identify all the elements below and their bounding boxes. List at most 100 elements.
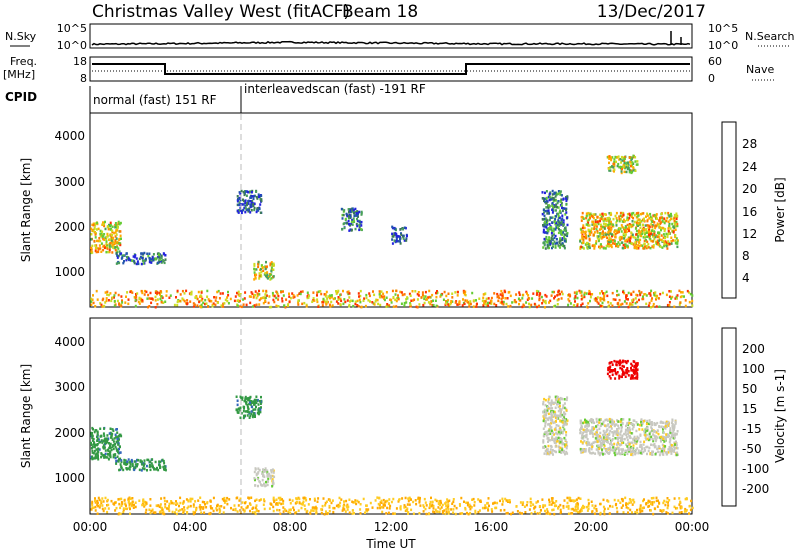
heatmap-cell — [312, 297, 315, 300]
heatmap-cell — [345, 499, 348, 503]
heatmap-cell — [248, 396, 251, 400]
heatmap-cell — [667, 504, 670, 507]
heatmap-cell — [656, 217, 658, 220]
heatmap-cell — [547, 444, 550, 448]
heatmap-cell — [639, 226, 642, 229]
power-ytick-3000: 3000 — [54, 175, 85, 189]
heatmap-cell — [632, 169, 635, 172]
heatmap-cell — [443, 290, 446, 294]
heatmap-cell — [258, 207, 261, 211]
heatmap-cell — [429, 505, 432, 508]
heatmap-cell — [144, 511, 147, 514]
heatmap-cell — [488, 301, 491, 305]
heatmap-cell — [622, 418, 625, 421]
heatmap-cell — [563, 239, 566, 243]
heatmap-cell — [543, 231, 546, 234]
heatmap-cell — [599, 440, 602, 443]
heatmap-cell — [471, 498, 474, 501]
heatmap-cell — [254, 512, 257, 516]
heatmap-cell — [602, 505, 605, 509]
heatmap-cell — [605, 219, 608, 222]
heatmap-cell — [339, 303, 342, 307]
heatmap-cell — [547, 432, 550, 436]
heatmap-cell — [650, 435, 653, 439]
heatmap-cell — [545, 512, 548, 515]
heatmap-cell — [618, 215, 621, 218]
heatmap-cell — [351, 210, 354, 213]
heatmap-cell — [551, 420, 554, 423]
heatmap-cell — [246, 208, 249, 211]
heatmap-cell — [189, 497, 192, 501]
heatmap-cell — [446, 498, 449, 501]
heatmap-cell — [543, 237, 546, 241]
heatmap-cell — [144, 503, 147, 507]
heatmap-cell — [301, 503, 304, 506]
heatmap-cell — [150, 261, 153, 264]
heatmap-cell — [660, 221, 663, 224]
heatmap-cell — [98, 244, 101, 247]
heatmap-cell — [648, 504, 651, 508]
heatmap-cell — [608, 512, 611, 515]
heatmap-cell — [264, 271, 267, 275]
heatmap-cell — [469, 302, 472, 306]
heatmap-cell — [640, 449, 643, 453]
heatmap-cell — [629, 428, 631, 432]
heatmap-cell — [581, 448, 584, 451]
heatmap-cell — [320, 292, 323, 296]
heatmap-cell — [596, 220, 599, 224]
heatmap-cell — [296, 294, 299, 297]
heatmap-cell — [282, 506, 285, 509]
heatmap-cell — [103, 446, 106, 449]
heatmap-cell — [431, 293, 434, 297]
heatmap-cell — [674, 239, 677, 242]
heatmap-cell — [658, 239, 661, 242]
heatmap-cell — [588, 237, 591, 241]
heatmap-cell — [105, 297, 108, 300]
heatmap-cell — [301, 290, 304, 293]
heatmap-cell — [212, 302, 215, 305]
heatmap-cell — [548, 198, 551, 202]
heatmap-cell — [554, 242, 557, 245]
heatmap-cell — [533, 302, 536, 306]
heatmap-cell — [343, 500, 345, 503]
heatmap-cell — [602, 429, 605, 433]
heatmap-cell — [547, 209, 550, 212]
heatmap-cell — [169, 294, 172, 297]
heatmap-cell — [632, 162, 635, 165]
heatmap-cell — [95, 456, 98, 459]
heatmap-cell — [612, 242, 614, 245]
heatmap-cell — [143, 293, 146, 296]
heatmap-cell — [94, 244, 97, 247]
heatmap-cell — [353, 512, 355, 515]
heatmap-cell — [114, 443, 117, 446]
heatmap-cell — [557, 405, 560, 409]
heatmap-cell — [546, 229, 549, 232]
freq-panel-frame — [89, 56, 693, 82]
heatmap-cell — [175, 296, 177, 299]
heatmap-cell — [607, 233, 610, 237]
heatmap-cell — [632, 243, 635, 246]
heatmap-cell — [627, 432, 630, 436]
heatmap-cell — [164, 503, 167, 506]
heatmap-cell — [653, 422, 656, 425]
heatmap-cell — [560, 297, 563, 300]
heatmap-cell — [243, 414, 245, 418]
heatmap-cell — [246, 414, 249, 417]
heatmap-cell — [628, 168, 631, 172]
heatmap-cell — [551, 290, 554, 294]
heatmap-cell — [118, 433, 121, 437]
heatmap-cell — [311, 300, 314, 303]
heatmap-cell — [239, 395, 242, 398]
heatmap-cell — [617, 420, 620, 423]
heatmap-cell — [590, 229, 593, 233]
heatmap-cell — [551, 246, 553, 250]
heatmap-cell — [293, 508, 295, 512]
heatmap-cell — [626, 216, 629, 219]
heatmap-cell — [583, 291, 586, 295]
heatmap-cell — [467, 512, 470, 516]
heatmap-cell — [340, 498, 343, 501]
heatmap-cell — [544, 422, 547, 425]
heatmap-cell — [101, 504, 104, 507]
heatmap-cell — [640, 421, 643, 424]
heatmap-cell — [586, 509, 589, 512]
